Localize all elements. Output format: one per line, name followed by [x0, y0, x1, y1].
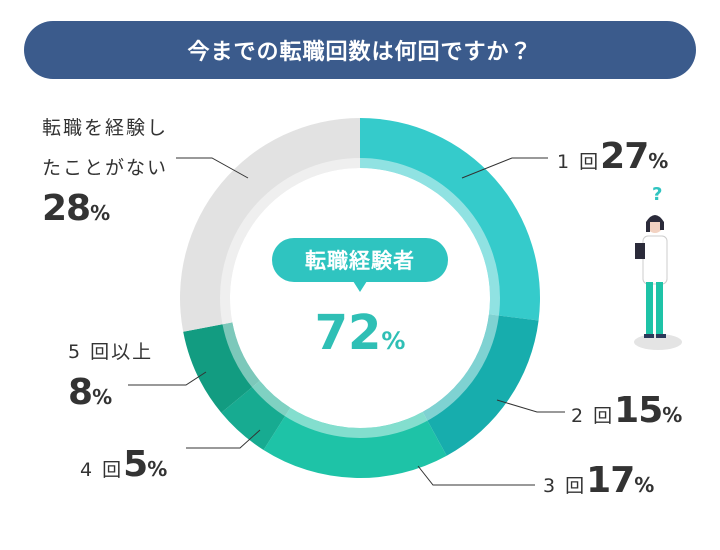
data-label: 転職を経験したことがない 28% [42, 108, 188, 229]
center-value: 72% [260, 305, 460, 361]
donut-segment [422, 314, 539, 456]
leader-line [186, 429, 261, 449]
leader-line [461, 157, 548, 179]
center-label: 転職経験者 [272, 238, 448, 282]
donut-segment [183, 322, 260, 413]
leader-line [417, 465, 535, 486]
value-label: 28 [42, 188, 91, 229]
unit: % [90, 201, 111, 225]
unit: % [662, 403, 683, 427]
value-label: 15 [614, 390, 663, 431]
value-label: 27 [600, 136, 649, 177]
leader-line [176, 157, 249, 179]
category-label: 5 回以上 [68, 341, 154, 363]
unit: % [648, 149, 669, 173]
category-label: 転職を経験したことがない [42, 117, 169, 179]
data-label: 4 回5% [80, 444, 167, 485]
chart-title: 今までの転職回数は何回ですか？ [24, 21, 696, 79]
value-label: 17 [586, 460, 635, 501]
data-label: 1 回27% [557, 136, 668, 177]
unit: % [92, 385, 113, 409]
value-label: 5 [123, 444, 148, 485]
svg-text:?: ? [652, 184, 662, 205]
category-label: 2 回 [571, 405, 615, 427]
donut-segment [360, 118, 540, 321]
value-label: 8 [68, 372, 93, 413]
unit: % [381, 327, 406, 355]
donut-segment [221, 380, 291, 450]
donut-segment [263, 407, 447, 478]
inner-ring [220, 158, 500, 438]
data-label: 5 回以上 8% [68, 332, 214, 413]
illustration: ? [634, 184, 682, 350]
unit: % [634, 473, 655, 497]
data-label: 2 回15% [571, 390, 682, 431]
donut-segment [179, 118, 360, 332]
center-number: 72 [314, 305, 382, 361]
leader-line [496, 399, 565, 413]
category-label: 4 回 [80, 459, 124, 481]
leader-line [128, 371, 207, 386]
unit: % [147, 457, 168, 481]
category-label: 1 回 [557, 151, 601, 173]
data-label: 3 回17% [543, 460, 654, 501]
category-label: 3 回 [543, 475, 587, 497]
